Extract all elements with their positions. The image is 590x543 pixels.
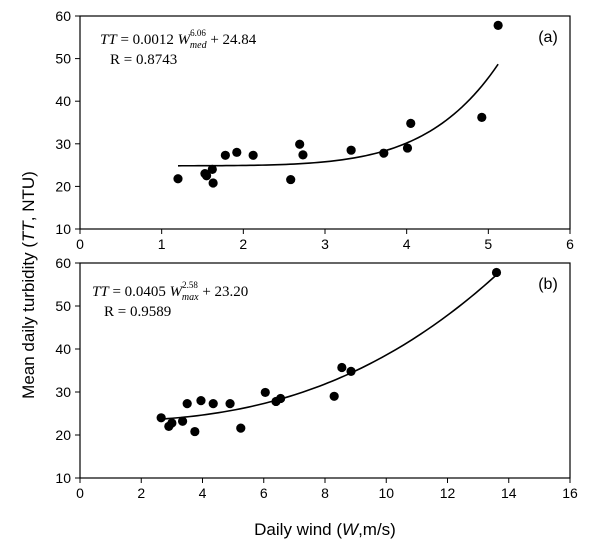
data-point — [346, 366, 356, 376]
x-tick-label: 3 — [321, 236, 329, 252]
panel-label: (b) — [538, 276, 558, 293]
data-point — [232, 147, 242, 157]
data-point — [295, 139, 305, 149]
data-point — [173, 174, 183, 184]
y-tick-label: 20 — [55, 178, 71, 194]
data-point — [298, 150, 308, 160]
data-point — [177, 416, 188, 426]
data-point — [248, 150, 258, 160]
x-tick-label: 6 — [260, 485, 268, 501]
data-point — [208, 399, 218, 409]
x-tick-label: 5 — [484, 236, 492, 252]
data-point — [493, 20, 503, 30]
data-point — [337, 362, 347, 373]
data-point — [182, 399, 192, 409]
data-point — [491, 267, 502, 278]
data-point — [156, 413, 166, 423]
x-tick-label: 1 — [158, 236, 166, 252]
fit-equation: TT = 0.0405 W2.58 max + 23.20 — [92, 280, 248, 303]
correlation-label: R = 0.9589 — [104, 304, 171, 320]
y-tick-label: 20 — [55, 427, 71, 443]
x-tick-label: 6 — [566, 236, 574, 252]
x-tick-label: 12 — [440, 485, 456, 501]
y-tick-label: 10 — [55, 470, 71, 486]
data-point — [406, 118, 416, 128]
y-tick-label: 60 — [55, 8, 71, 24]
y-tick-label: 40 — [55, 341, 71, 357]
y-tick-label: 30 — [55, 384, 71, 400]
x-tick-label: 2 — [137, 485, 145, 501]
x-tick-label: 0 — [76, 236, 84, 252]
fit-curve — [159, 274, 498, 420]
panel-a: 10 20 30 40 50 60 0 1 2 3 4 5 6 TT = 0.0012 W6.06 med … — [55, 8, 574, 252]
y-tick-label: 30 — [55, 136, 71, 152]
x-tick-label: 4 — [403, 236, 411, 252]
fit-equation: TT = 0.0012 W6.06 med + 24.84 — [100, 28, 257, 51]
panel-b: 10 20 30 40 50 60 0 2 4 6 8 10 12 14 16 TT = 0.0405 W2.… — [55, 255, 578, 501]
x-axis-title: Daily wind (W,m/s) — [254, 520, 396, 539]
data-point — [329, 391, 339, 401]
fit-curve — [177, 63, 499, 167]
data-point — [477, 112, 487, 122]
data-point — [236, 423, 246, 433]
y-tick-label: 50 — [55, 298, 71, 314]
x-tick-label: 16 — [562, 485, 578, 501]
data-point — [190, 426, 200, 437]
data-point — [167, 418, 177, 428]
x-tick-label: 10 — [378, 485, 394, 501]
data-point — [379, 148, 389, 158]
data-point — [275, 393, 286, 404]
x-tick-label: 14 — [501, 485, 517, 501]
y-tick-label: 60 — [55, 255, 71, 271]
data-point — [225, 399, 235, 409]
x-tick-label: 4 — [199, 485, 207, 501]
data-point — [201, 171, 212, 181]
y-axis-title: Mean daily turbidity (TT, NTU) — [19, 171, 38, 399]
panel-label: (a) — [538, 29, 558, 46]
data-point — [260, 387, 270, 398]
y-tick-label: 50 — [55, 51, 71, 67]
x-tick-label: 0 — [76, 485, 84, 501]
y-tick-label: 40 — [55, 93, 71, 109]
correlation-label: R = 0.8743 — [110, 52, 177, 68]
data-point — [286, 174, 296, 185]
data-point — [208, 178, 218, 188]
data-point — [196, 396, 206, 406]
data-point — [402, 143, 413, 153]
x-tick-label: 2 — [239, 236, 247, 252]
data-point — [346, 145, 356, 155]
data-point — [220, 150, 230, 160]
x-tick-label: 8 — [321, 485, 329, 501]
y-tick-label: 10 — [55, 221, 71, 237]
data-point — [207, 164, 217, 174]
